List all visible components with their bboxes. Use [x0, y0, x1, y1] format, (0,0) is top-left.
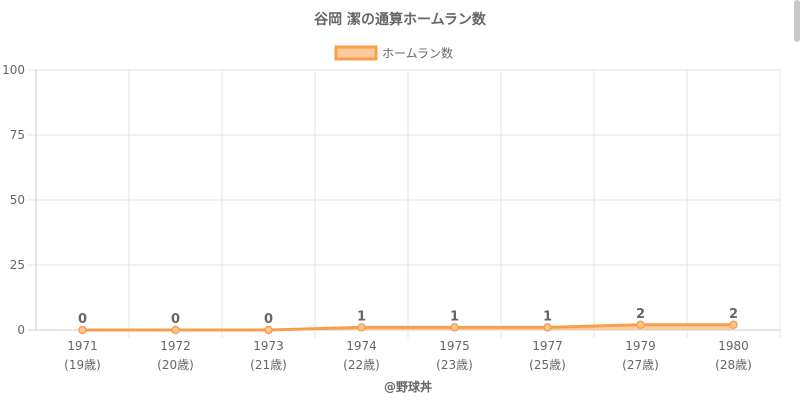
x-tick-label: 1971 [67, 339, 98, 353]
series-line [82, 323, 734, 332]
x-tick-sublabel: (23歳) [436, 358, 473, 372]
grid [28, 69, 781, 338]
y-tick-label: 75 [10, 128, 25, 142]
data-point[interactable] [264, 325, 273, 335]
x-tick-sublabel: (21歳) [250, 358, 287, 372]
y-tick-label: 25 [10, 258, 25, 272]
data-label: 0 [264, 312, 273, 327]
data-label: 1 [450, 309, 459, 324]
data-point[interactable] [357, 323, 366, 332]
x-tick-sublabel: (25歳) [529, 358, 566, 372]
x-tick-label: 1973 [253, 339, 284, 353]
x-tick-label: 1979 [625, 339, 656, 353]
data-point[interactable] [729, 320, 738, 330]
legend[interactable]: ホームラン数 [334, 45, 453, 61]
x-tick-sublabel: (28歳) [715, 358, 752, 372]
data-point[interactable] [78, 325, 87, 335]
x-axis-title: @野球丼 [384, 379, 432, 394]
x-axis: 1971 (19歳) 1972 (20歳) 1973 (21歳) 1974 (22歳) 1975… [64, 339, 752, 372]
data-label: 1 [543, 309, 552, 324]
x-tick-sublabel: (27歳) [622, 358, 659, 372]
x-tick-label: 1977 [532, 339, 563, 353]
data-label: 2 [636, 307, 645, 322]
legend-swatch [334, 45, 378, 61]
y-tick-label: 50 [10, 193, 25, 207]
x-tick-label: 1980 [718, 339, 749, 353]
x-tick-sublabel: (22歳) [343, 358, 380, 372]
plot-area [78, 320, 738, 335]
x-tick-sublabel: (20歳) [157, 358, 194, 372]
y-tick-label: 0 [17, 323, 25, 337]
y-axis: 0 25 50 75 100 [2, 63, 25, 337]
data-label: 0 [171, 312, 180, 327]
data-point[interactable] [450, 323, 459, 332]
x-tick-label: 1974 [346, 339, 377, 353]
data-label: 1 [357, 309, 366, 324]
chart-title: 谷岡 潔の通算ホームラン数 [314, 11, 487, 28]
data-labels: 0 0 0 1 1 1 2 2 [78, 307, 738, 327]
x-tick-label: 1972 [160, 339, 191, 353]
x-tick-sublabel: (19歳) [64, 358, 101, 372]
y-tick-label: 100 [2, 63, 25, 77]
x-tick-label: 1975 [439, 339, 470, 353]
scrollbar-thumb[interactable] [794, 0, 800, 42]
legend-label: ホームラン数 [382, 46, 453, 61]
data-point[interactable] [543, 323, 552, 332]
data-point[interactable] [171, 325, 180, 335]
data-label: 0 [78, 312, 87, 327]
data-point[interactable] [636, 320, 645, 330]
data-label: 2 [729, 307, 738, 322]
